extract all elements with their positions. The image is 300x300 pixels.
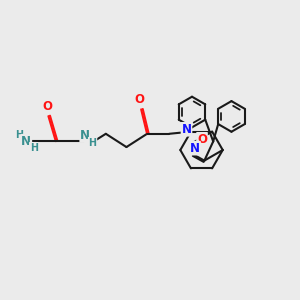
Text: N: N [190, 142, 200, 154]
Text: H: H [30, 142, 38, 153]
Text: O: O [42, 100, 52, 113]
Text: N: N [21, 135, 31, 148]
Text: N: N [80, 129, 90, 142]
Text: O: O [135, 93, 145, 106]
Text: O: O [197, 133, 207, 146]
Text: H: H [88, 138, 97, 148]
Text: H: H [16, 130, 24, 140]
Text: N: N [182, 123, 191, 136]
